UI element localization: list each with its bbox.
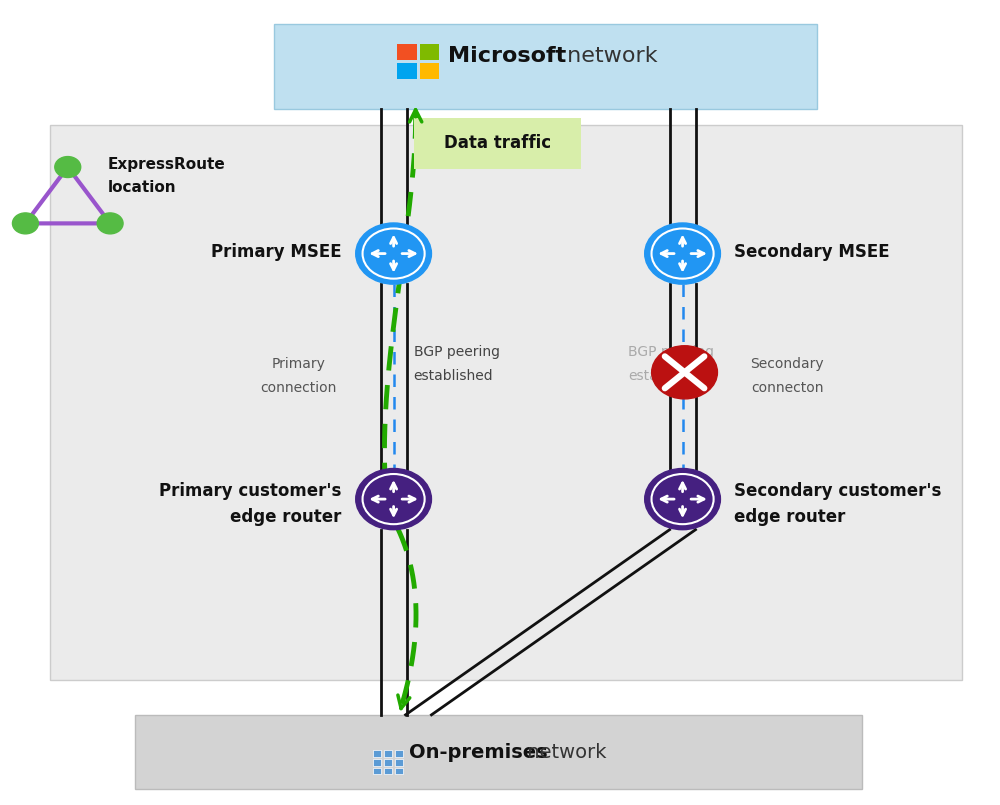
Text: Primary MSEE: Primary MSEE <box>211 243 342 261</box>
Text: Microsoft: Microsoft <box>448 47 567 66</box>
FancyBboxPatch shape <box>397 63 417 79</box>
FancyBboxPatch shape <box>420 44 439 60</box>
Text: Secondary MSEE: Secondary MSEE <box>734 243 890 261</box>
FancyBboxPatch shape <box>384 758 392 766</box>
Text: network: network <box>521 743 607 762</box>
Text: BGP peering: BGP peering <box>628 345 714 359</box>
Text: Secondary customer's: Secondary customer's <box>734 482 942 500</box>
FancyBboxPatch shape <box>395 750 403 757</box>
Text: edge router: edge router <box>734 508 846 526</box>
Circle shape <box>12 213 38 234</box>
Text: Primary customer's: Primary customer's <box>159 482 342 500</box>
Text: BGP peering: BGP peering <box>414 345 500 359</box>
FancyBboxPatch shape <box>414 118 581 169</box>
Text: edge router: edge router <box>230 508 342 526</box>
Text: established: established <box>414 369 493 383</box>
Circle shape <box>55 156 81 178</box>
FancyBboxPatch shape <box>373 750 381 757</box>
Text: Primary: Primary <box>272 357 326 371</box>
Circle shape <box>356 469 431 530</box>
Text: ExpressRoute: ExpressRoute <box>108 157 225 172</box>
Circle shape <box>97 213 123 234</box>
Circle shape <box>652 346 717 398</box>
FancyBboxPatch shape <box>135 715 862 789</box>
Circle shape <box>356 223 431 284</box>
FancyBboxPatch shape <box>373 768 381 774</box>
FancyBboxPatch shape <box>397 44 417 60</box>
Circle shape <box>645 469 720 530</box>
FancyBboxPatch shape <box>373 758 381 766</box>
Text: location: location <box>108 180 176 195</box>
Circle shape <box>645 223 720 284</box>
FancyBboxPatch shape <box>420 63 439 79</box>
FancyBboxPatch shape <box>384 768 392 774</box>
Text: Data traffic: Data traffic <box>444 134 551 152</box>
Text: network: network <box>560 47 658 66</box>
FancyBboxPatch shape <box>395 768 403 774</box>
FancyBboxPatch shape <box>384 750 392 757</box>
Text: established: established <box>628 369 707 383</box>
FancyBboxPatch shape <box>274 24 817 109</box>
Text: connecton: connecton <box>751 382 823 395</box>
FancyBboxPatch shape <box>50 125 962 680</box>
Text: connection: connection <box>261 382 337 395</box>
FancyBboxPatch shape <box>395 758 403 766</box>
Text: On-premises: On-premises <box>409 743 547 762</box>
Text: Secondary: Secondary <box>750 357 824 371</box>
